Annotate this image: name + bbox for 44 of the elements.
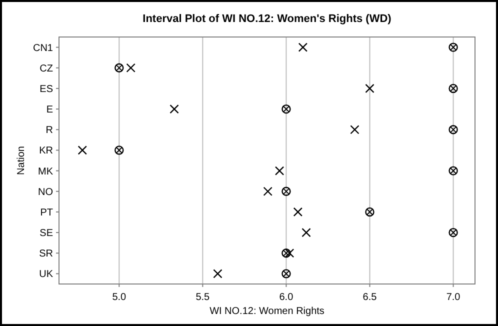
x-axis-title: WI NO.12: Women Rights xyxy=(210,306,324,317)
x-tick-label: 5.0 xyxy=(112,292,127,303)
y-tick-label: UK xyxy=(39,269,54,280)
y-tick-label: MK xyxy=(38,166,54,178)
y-tick-label: CZ xyxy=(40,63,53,74)
point xyxy=(298,42,308,52)
x-tick-label: 5.5 xyxy=(196,292,210,303)
y-tick-label: SR xyxy=(39,248,53,260)
chart-title: Interval Plot of WI NO.12: Women's Rights (WD) xyxy=(142,13,392,25)
y-tick-label: SE xyxy=(40,228,54,240)
point xyxy=(365,84,374,94)
point xyxy=(282,104,291,114)
point xyxy=(448,84,458,94)
y-tick-label: R xyxy=(46,125,53,136)
point xyxy=(213,269,222,278)
point xyxy=(448,125,458,134)
point xyxy=(78,146,87,155)
y-tick-label: ES xyxy=(40,84,54,95)
point xyxy=(284,248,294,258)
point xyxy=(274,166,284,176)
point xyxy=(293,207,303,217)
x-tick-label: 6.0 xyxy=(279,292,294,303)
x-tick-label: 6.5 xyxy=(362,292,378,303)
point xyxy=(365,207,374,217)
point xyxy=(114,146,124,155)
y-tick-label: E xyxy=(46,104,54,116)
y-tick-label: KR xyxy=(39,146,53,157)
point xyxy=(263,186,272,196)
point xyxy=(170,104,179,114)
point xyxy=(282,269,291,278)
y-axis-title: Nation xyxy=(16,146,27,175)
point xyxy=(126,63,136,72)
point xyxy=(350,125,360,134)
x-tick-label: 7.0 xyxy=(446,292,461,303)
point xyxy=(282,248,291,258)
point xyxy=(448,42,458,52)
y-tick-label: CN1 xyxy=(32,42,54,54)
point xyxy=(114,63,124,72)
y-tick-label: PT xyxy=(40,207,53,218)
y-tick-label: NO xyxy=(38,186,54,198)
point xyxy=(302,228,311,238)
point xyxy=(448,228,458,238)
point xyxy=(448,166,458,176)
point xyxy=(282,186,291,196)
